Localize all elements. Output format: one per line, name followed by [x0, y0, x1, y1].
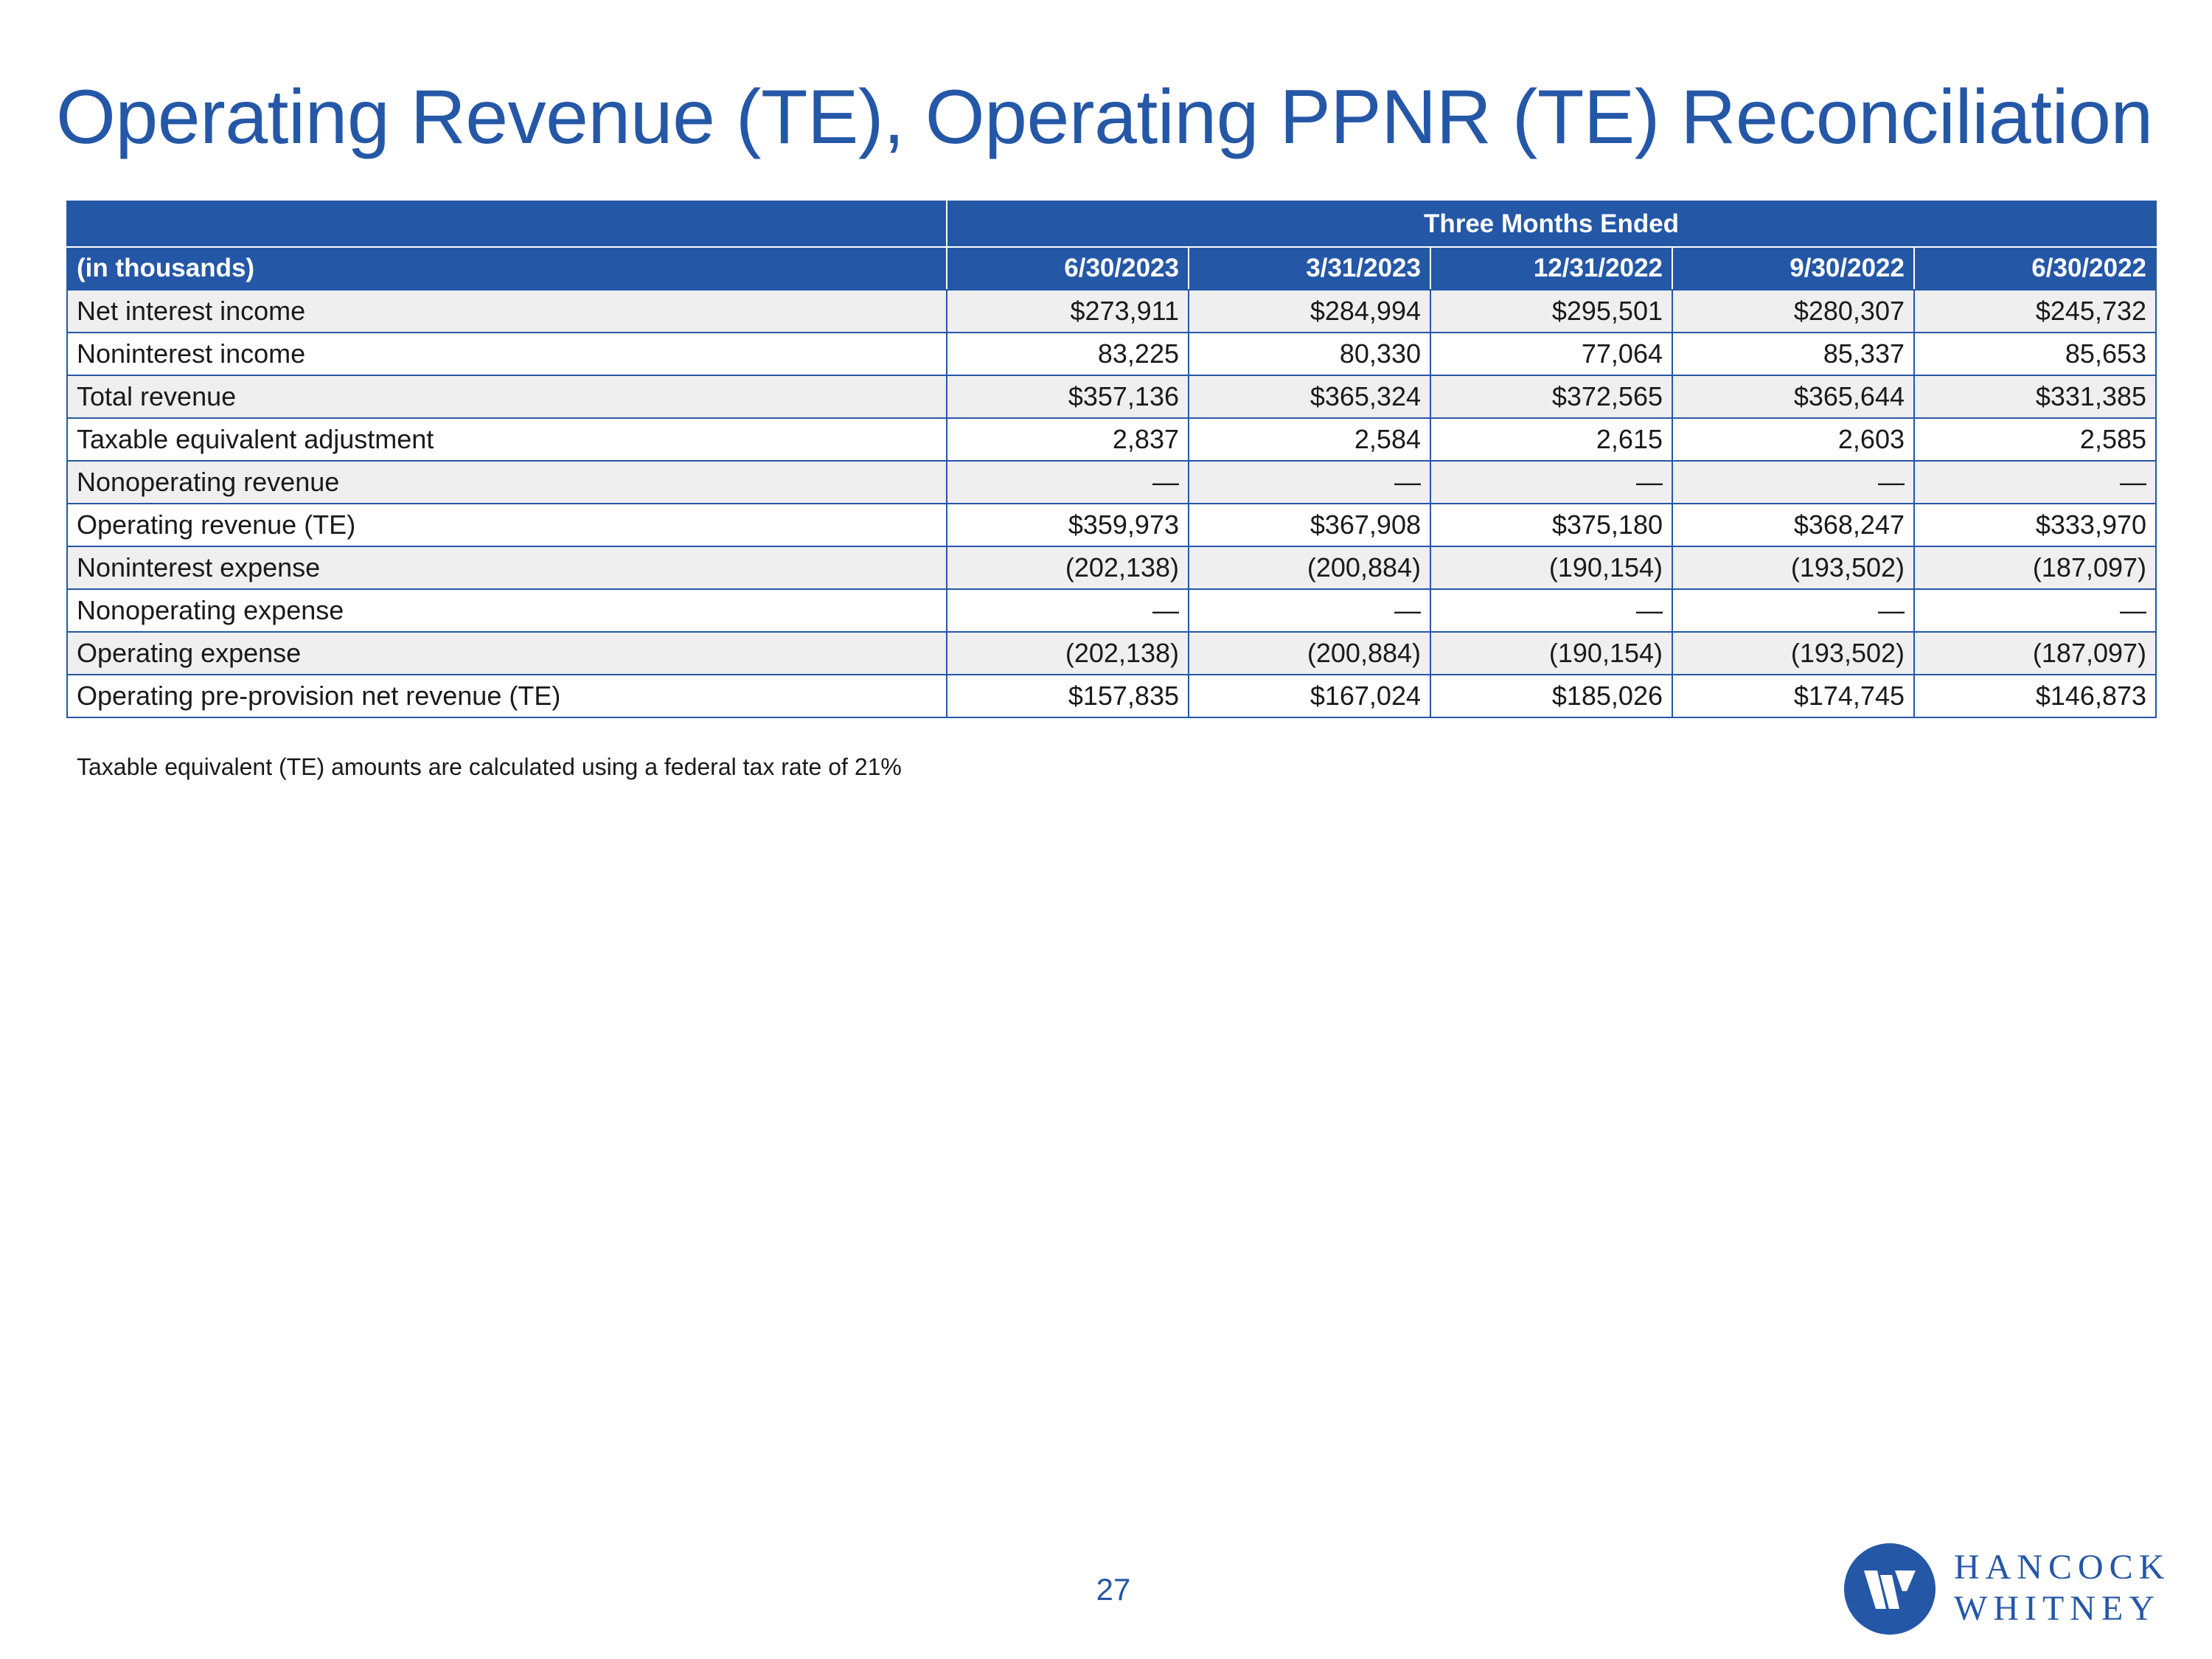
- row-label: Noninterest income: [66, 332, 947, 376]
- value-cell: 2,585: [1913, 417, 2157, 462]
- value-cell: $365,324: [1188, 375, 1431, 419]
- row-label: Taxable equivalent adjustment: [66, 417, 947, 462]
- value-cell: 77,064: [1430, 332, 1673, 376]
- value-cell: 2,837: [946, 417, 1189, 462]
- value-cell: $357,136: [946, 375, 1189, 419]
- value-cell: (202,138): [946, 631, 1189, 675]
- value-cell: —: [946, 588, 1189, 633]
- value-cell: (193,502): [1672, 631, 1915, 675]
- page-title: Operating Revenue (TE), Operating PPNR (…: [56, 74, 2153, 160]
- value-cell: $375,180: [1430, 503, 1673, 547]
- value-cell: (200,884): [1188, 631, 1431, 675]
- value-cell: 2,615: [1430, 417, 1673, 462]
- value-cell: $368,247: [1672, 503, 1915, 547]
- value-cell: $284,994: [1188, 289, 1431, 333]
- row-label: Noninterest expense: [66, 546, 947, 590]
- logo-text-line1: HANCOCK: [1954, 1548, 2171, 1587]
- table-row: Noninterest income 83,225 80,330 77,064 85,3…: [66, 332, 2157, 376]
- logo-mark-icon: [1844, 1543, 1935, 1635]
- value-cell: $174,745: [1672, 674, 1915, 718]
- value-cell: $146,873: [1913, 674, 2157, 718]
- value-cell: $359,973: [946, 503, 1189, 547]
- value-cell: 80,330: [1188, 332, 1431, 376]
- unit-label-header: (in thousands): [66, 246, 947, 291]
- value-cell: $245,732: [1913, 289, 2157, 333]
- value-cell: —: [1913, 588, 2157, 633]
- column-header: 9/30/2022: [1672, 246, 1915, 291]
- row-label: Total revenue: [66, 375, 947, 419]
- column-header: 6/30/2023: [946, 246, 1189, 291]
- value-cell: $331,385: [1913, 375, 2157, 419]
- value-cell: (193,502): [1672, 546, 1915, 590]
- table-group-header-row: Three Months Ended: [66, 201, 2157, 248]
- row-label: Nonoperating revenue: [66, 460, 947, 504]
- row-label: Operating expense: [66, 631, 947, 675]
- table-row: Nonoperating revenue — — — — —: [66, 460, 2157, 504]
- value-cell: $157,835: [946, 674, 1189, 718]
- value-cell: $295,501: [1430, 289, 1673, 333]
- table-row: Operating expense (202,138) (200,884) (190,…: [66, 631, 2157, 675]
- value-cell: (190,154): [1430, 546, 1673, 590]
- column-header: 12/31/2022: [1430, 246, 1673, 291]
- value-cell: —: [1672, 588, 1915, 633]
- page-number: 27: [1096, 1572, 1131, 1607]
- row-label: Net interest income: [66, 289, 947, 333]
- value-cell: —: [1430, 588, 1673, 633]
- value-cell: (202,138): [946, 546, 1189, 590]
- value-cell: 2,584: [1188, 417, 1431, 462]
- value-cell: $185,026: [1430, 674, 1673, 718]
- value-cell: $367,908: [1188, 503, 1431, 547]
- row-label: Nonoperating expense: [66, 588, 947, 633]
- value-cell: (190,154): [1430, 631, 1673, 675]
- value-cell: (187,097): [1913, 631, 2157, 675]
- value-cell: —: [1913, 460, 2157, 504]
- table-row: Taxable equivalent adjustment 2,837 2,584 2…: [66, 417, 2157, 462]
- value-cell: —: [946, 460, 1189, 504]
- group-header: Three Months Ended: [945, 201, 2157, 248]
- reconciliation-table: Three Months Ended (in thousands) 6/30/2…: [66, 201, 2157, 718]
- value-cell: $372,565: [1430, 375, 1673, 419]
- value-cell: 85,337: [1672, 332, 1915, 376]
- value-cell: 83,225: [946, 332, 1189, 376]
- value-cell: —: [1430, 460, 1673, 504]
- row-label: Operating revenue (TE): [66, 503, 947, 547]
- value-cell: $365,644: [1672, 375, 1915, 419]
- table-body: Net interest income $273,911 $284,994 $295,…: [66, 289, 2157, 718]
- value-cell: $333,970: [1913, 503, 2157, 547]
- value-cell: (200,884): [1188, 546, 1431, 590]
- column-header: 6/30/2022: [1913, 246, 2157, 291]
- table-row: Noninterest expense (202,138) (200,884) (19…: [66, 546, 2157, 590]
- value-cell: (187,097): [1913, 546, 2157, 590]
- table-row: Nonoperating expense — — — — —: [66, 588, 2157, 633]
- value-cell: $167,024: [1188, 674, 1431, 718]
- logo-text-line2: WHITNEY: [1954, 1589, 2160, 1628]
- header-empty-cell: [66, 201, 947, 248]
- table-column-header-row: (in thousands) 6/30/2023 3/31/2023 12/31…: [66, 246, 2157, 291]
- value-cell: $273,911: [946, 289, 1189, 333]
- column-header: 3/31/2023: [1188, 246, 1431, 291]
- value-cell: —: [1188, 588, 1431, 633]
- table-row: Net interest income $273,911 $284,994 $295,…: [66, 289, 2157, 333]
- row-label: Operating pre-provision net revenue (TE): [66, 674, 947, 718]
- value-cell: $280,307: [1672, 289, 1915, 333]
- table-row: Operating pre-provision net revenue (TE)…: [66, 674, 2157, 718]
- table-row: Operating revenue (TE) $359,973 $367,908 $3…: [66, 503, 2157, 547]
- table-row: Total revenue $357,136 $365,324 $372,565 $36…: [66, 375, 2157, 419]
- footnote: Taxable equivalent (TE) amounts are calc…: [77, 754, 902, 780]
- value-cell: —: [1188, 460, 1431, 504]
- value-cell: 2,603: [1672, 417, 1915, 462]
- value-cell: 85,653: [1913, 332, 2157, 376]
- value-cell: —: [1672, 460, 1915, 504]
- company-logo: HANCOCK WHITNEY: [1843, 1543, 2164, 1638]
